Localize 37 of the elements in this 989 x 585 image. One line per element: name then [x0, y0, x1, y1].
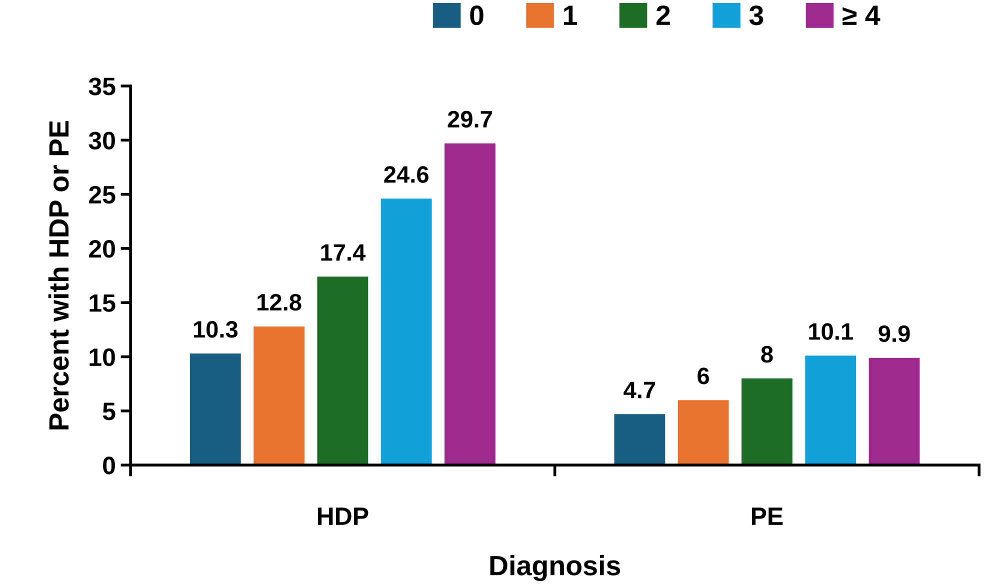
legend-label: 2 [656, 6, 670, 25]
bar [678, 400, 729, 466]
x-tick-label: PE [752, 508, 783, 525]
bar [868, 358, 920, 466]
data-label: 24.6 [384, 166, 428, 183]
legend-label: 3 [749, 6, 764, 26]
data-label: 8 [761, 346, 773, 363]
bar [254, 326, 305, 466]
y-tick-label: 10 [90, 348, 115, 366]
y-tick-label: 35 [88, 78, 116, 96]
legend-label: 0 [470, 6, 484, 26]
data-label: 29.7 [448, 110, 492, 128]
y-tick-label: 20 [89, 240, 115, 258]
data-label: 12.8 [258, 294, 302, 311]
legend-label: 1 [564, 6, 577, 25]
data-label: 10.3 [194, 321, 238, 338]
data-label: 6 [698, 368, 710, 384]
y-tick-label: 5 [102, 402, 116, 420]
bar [317, 276, 368, 466]
data-label: 10.1 [809, 323, 853, 340]
data-label: 9.9 [878, 325, 910, 342]
x-axis-title: Diagnosis [490, 555, 620, 582]
y-tick-label: 0 [103, 456, 115, 474]
x-tick-label: HDP [318, 508, 368, 525]
y-axis-title: Percent with HDP or PE [48, 120, 69, 430]
bar [614, 414, 666, 466]
bar [742, 378, 792, 466]
y-tick-label: 25 [89, 186, 116, 204]
bar [805, 356, 856, 466]
y-tick-label: 15 [90, 294, 116, 312]
data-label: 4.7 [624, 382, 656, 398]
bar [380, 198, 432, 466]
bar [190, 354, 241, 466]
data-label: 17.4 [321, 244, 366, 261]
y-tick-label: 30 [88, 132, 115, 150]
bar [444, 143, 496, 466]
legend-label: ≥ 4 [842, 6, 880, 25]
